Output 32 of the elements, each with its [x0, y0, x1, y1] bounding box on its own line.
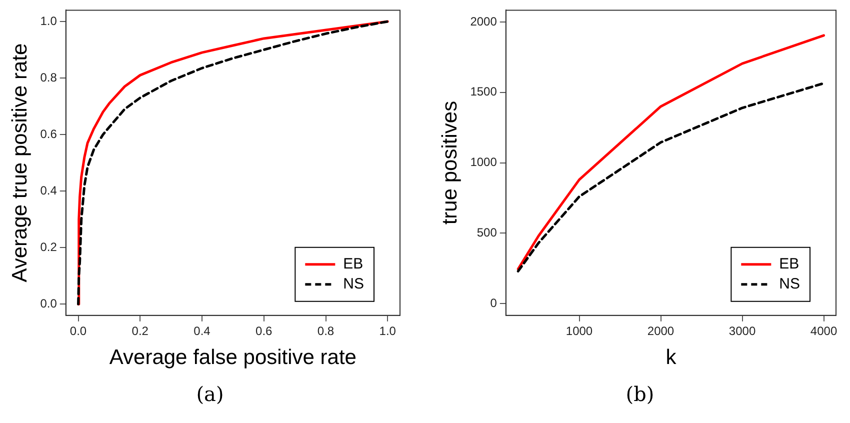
y-tick-label: 0.6	[40, 126, 58, 141]
x-tick-label: 4000	[810, 324, 838, 338]
y-tick-label: 0.4	[40, 183, 58, 198]
y-axis-title: true positives	[438, 100, 462, 225]
text: (a)	[195, 382, 225, 406]
y-tick-label: 0	[490, 296, 498, 310]
legend-label: EB	[343, 256, 364, 273]
x-tick-label: 0.0	[70, 324, 87, 338]
legend-label: NS	[343, 276, 364, 293]
y-tick-label: 0.0	[40, 296, 58, 310]
y-tick-label: 500	[476, 226, 498, 240]
x-axis-title: Average false positive rate	[109, 346, 356, 370]
x-tick-label: 0.6	[256, 324, 273, 338]
x-tick-label: 1.0	[379, 324, 396, 338]
x-tick-label: 0.2	[132, 324, 149, 338]
legend-label: NS	[779, 276, 800, 293]
y-tick-label: 1000	[470, 155, 498, 170]
y-tick-label: 1500	[470, 84, 498, 99]
text: (b)	[624, 382, 656, 406]
y-axis-title: Average true positive rate	[8, 43, 32, 282]
x-tick-label: 0.4	[194, 324, 211, 338]
x-tick-label: 0.8	[317, 324, 334, 338]
x-axis-title: k	[666, 346, 677, 370]
x-tick-label: 3000	[728, 324, 756, 338]
x-tick-label: 2000	[647, 324, 674, 338]
line-series	[516, 82, 826, 272]
y-tick-label: 0.2	[40, 240, 58, 254]
x-tick-label: 1000	[566, 324, 593, 338]
y-tick-label: 0.8	[40, 70, 58, 84]
y-tick-label: 1.0	[40, 14, 58, 28]
legend-label: EB	[779, 256, 800, 273]
y-tick-label: 2000	[470, 14, 498, 28]
